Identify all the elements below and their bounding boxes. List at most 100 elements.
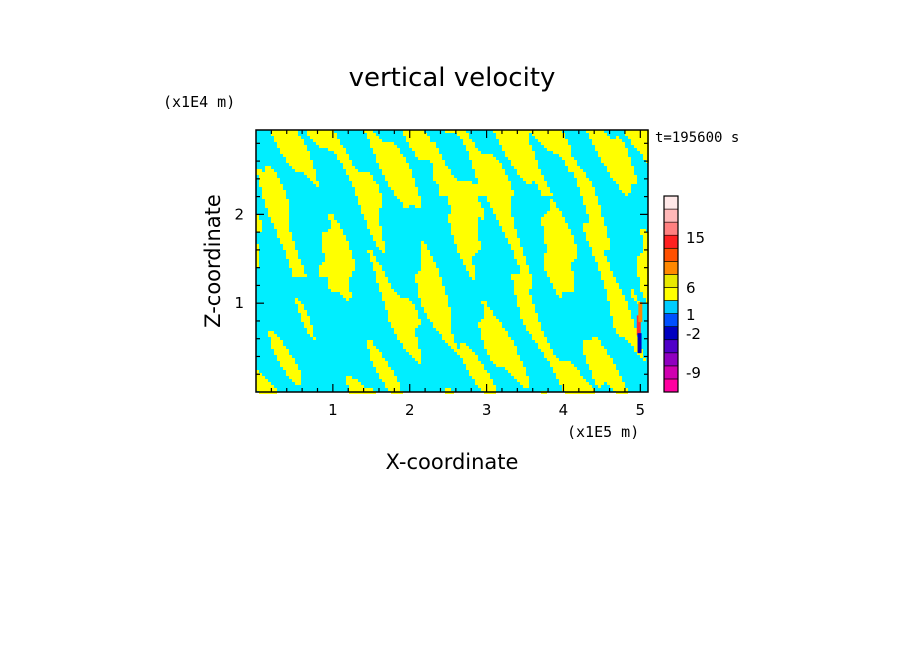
field-cell [463, 208, 466, 211]
field-cell [517, 373, 520, 376]
field-cell [472, 226, 475, 229]
field-cell [565, 247, 568, 250]
field-cell [592, 208, 595, 211]
field-cell [406, 331, 409, 334]
field-cell [553, 262, 556, 265]
field-cell [439, 316, 442, 319]
field-cell [343, 259, 346, 262]
field-cell [274, 337, 277, 340]
field-cell [292, 376, 295, 379]
field-cell [595, 358, 598, 361]
field-cell [613, 286, 616, 289]
field-cell [436, 319, 439, 322]
field-cell [271, 340, 274, 343]
field-cell [397, 301, 400, 304]
field-cell [388, 367, 391, 370]
field-cell [376, 265, 379, 268]
field-cell [544, 268, 547, 271]
field-cell [595, 379, 598, 382]
field-cell [367, 193, 370, 196]
field-cell [370, 217, 373, 220]
field-cell [364, 172, 367, 175]
field-cell [583, 226, 586, 229]
field-cell [295, 148, 298, 151]
field-cell [607, 151, 610, 154]
field-cell [376, 160, 379, 163]
field-cell [349, 268, 352, 271]
field-cell [358, 184, 361, 187]
field-cell [385, 145, 388, 148]
field-cell [493, 175, 496, 178]
field-cell [349, 178, 352, 181]
field-cell [361, 190, 364, 193]
field-cell [373, 139, 376, 142]
field-cell [397, 295, 400, 298]
field-cell [430, 274, 433, 277]
field-cell [379, 265, 382, 268]
field-cell [529, 169, 532, 172]
field-cell [433, 307, 436, 310]
field-cell [385, 298, 388, 301]
field-cell [502, 349, 505, 352]
field-cell [514, 130, 517, 133]
field-cell [505, 217, 508, 220]
field-cell [619, 313, 622, 316]
field-cell [517, 157, 520, 160]
field-cell [562, 271, 565, 274]
field-cell [490, 205, 493, 208]
field-cell [334, 283, 337, 286]
field-cell [607, 292, 610, 295]
field-cell [340, 157, 343, 160]
field-cell [493, 358, 496, 361]
field-cell [460, 208, 463, 211]
field-cell [511, 160, 514, 163]
field-cell [484, 310, 487, 313]
field-cell [604, 355, 607, 358]
field-cell [562, 283, 565, 286]
field-cell [484, 340, 487, 343]
field-cell [271, 184, 274, 187]
field-cell [391, 187, 394, 190]
field-cell [481, 379, 484, 382]
field-cell [595, 133, 598, 136]
field-cell [463, 211, 466, 214]
field-cell [457, 208, 460, 211]
field-cell [556, 148, 559, 151]
field-cell [367, 223, 370, 226]
field-cell [256, 244, 259, 247]
field-cell [346, 163, 349, 166]
field-cell [409, 304, 412, 307]
field-cell [625, 154, 628, 157]
field-cell [448, 184, 451, 187]
field-cell [616, 175, 619, 178]
field-cell [607, 283, 610, 286]
field-cell [466, 193, 469, 196]
field-cell [610, 283, 613, 286]
field-cell [481, 157, 484, 160]
field-cell [595, 145, 598, 148]
field-cell [610, 274, 613, 277]
field-cell [640, 286, 643, 289]
field-cell [415, 316, 418, 319]
field-cell [508, 157, 511, 160]
field-cell [376, 148, 379, 151]
field-cell [490, 313, 493, 316]
field-cell [415, 202, 418, 205]
field-cell [478, 364, 481, 367]
field-cell [340, 154, 343, 157]
field-cell [526, 376, 529, 379]
field-cell [529, 325, 532, 328]
field-cell [586, 238, 589, 241]
field-cell [634, 145, 637, 148]
field-cell [280, 241, 283, 244]
field-cell [268, 385, 271, 388]
field-cell [562, 139, 565, 142]
field-cell [520, 361, 523, 364]
field-cell [361, 211, 364, 214]
field-cell [433, 145, 436, 148]
field-cell [565, 268, 568, 271]
field-cell [406, 172, 409, 175]
field-cell [559, 370, 562, 373]
field-cell [433, 277, 436, 280]
field-cell [415, 337, 418, 340]
